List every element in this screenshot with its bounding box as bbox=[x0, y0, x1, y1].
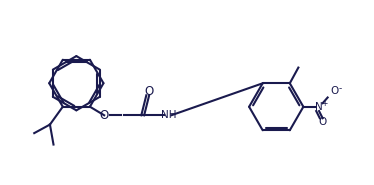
Text: NH: NH bbox=[162, 110, 177, 120]
Text: N: N bbox=[315, 102, 323, 112]
Text: -: - bbox=[339, 84, 342, 93]
Text: O: O bbox=[99, 109, 109, 122]
Text: O: O bbox=[319, 117, 327, 127]
Text: O: O bbox=[144, 85, 154, 97]
Text: O: O bbox=[330, 86, 338, 96]
Text: +: + bbox=[322, 99, 328, 108]
